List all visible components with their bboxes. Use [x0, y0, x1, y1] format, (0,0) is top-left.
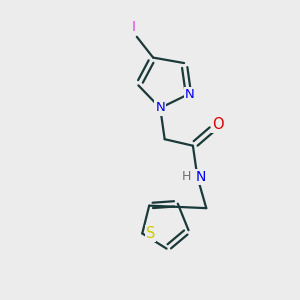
Text: N: N	[196, 170, 206, 184]
Text: O: O	[212, 117, 224, 132]
Text: S: S	[146, 226, 155, 241]
Text: H: H	[182, 170, 191, 183]
Text: N: N	[185, 88, 195, 101]
Text: I: I	[131, 20, 135, 34]
Text: N: N	[155, 101, 165, 115]
